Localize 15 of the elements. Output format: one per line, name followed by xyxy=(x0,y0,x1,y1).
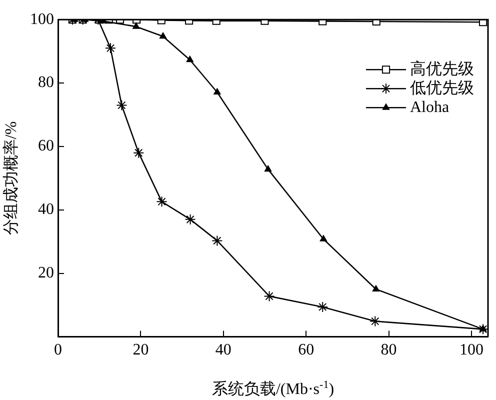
x-tick-label: 0 xyxy=(54,342,62,359)
x-tick-label: 60 xyxy=(298,342,314,359)
y-axis-title: 分组成功概率/% xyxy=(2,121,20,236)
y-tick-label: 20 xyxy=(38,264,54,282)
y-tick-label: 40 xyxy=(38,201,54,218)
x-tick-label: 80 xyxy=(380,342,397,359)
legend-label: 高优先级 xyxy=(410,60,474,78)
y-tick-label: 60 xyxy=(38,138,54,155)
x-tick-label: 100 xyxy=(459,342,484,359)
legend-label: 低优先级 xyxy=(410,78,474,97)
legend-label: Aloha xyxy=(410,98,450,116)
y-tick-label: 100 xyxy=(30,10,54,28)
x-tick-label: 40 xyxy=(215,342,232,359)
y-tick-label: 80 xyxy=(38,74,54,92)
x-tick-label: 20 xyxy=(132,342,149,359)
